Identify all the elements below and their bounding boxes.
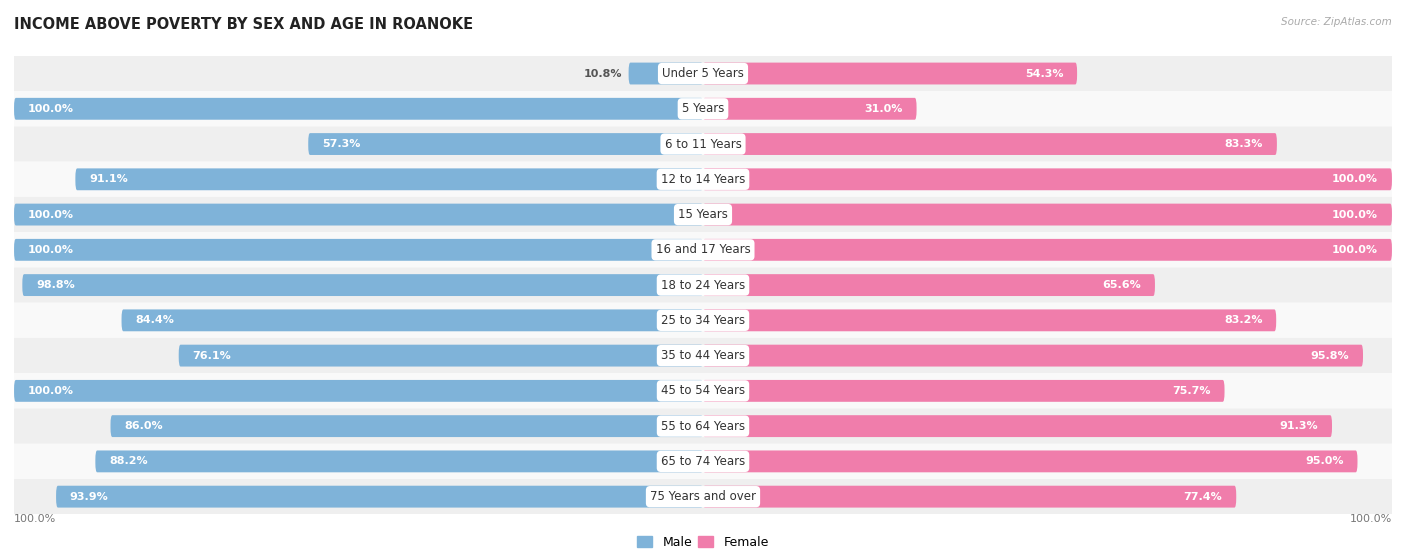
Text: 100.0%: 100.0%	[1331, 210, 1378, 220]
Text: 31.0%: 31.0%	[865, 104, 903, 114]
Text: 76.1%: 76.1%	[193, 350, 231, 361]
Text: Source: ZipAtlas.com: Source: ZipAtlas.com	[1281, 17, 1392, 27]
FancyBboxPatch shape	[703, 203, 1392, 225]
Text: 10.8%: 10.8%	[583, 69, 621, 78]
Text: 100.0%: 100.0%	[28, 245, 75, 255]
FancyBboxPatch shape	[14, 303, 1392, 338]
Text: 91.1%: 91.1%	[89, 174, 128, 184]
FancyBboxPatch shape	[703, 345, 1362, 367]
FancyBboxPatch shape	[14, 267, 1392, 303]
FancyBboxPatch shape	[121, 310, 703, 331]
Text: 88.2%: 88.2%	[110, 456, 148, 466]
Text: 15 Years: 15 Years	[678, 208, 728, 221]
FancyBboxPatch shape	[14, 479, 1392, 514]
FancyBboxPatch shape	[703, 415, 1331, 437]
FancyBboxPatch shape	[14, 91, 1392, 126]
FancyBboxPatch shape	[14, 126, 1392, 162]
Text: INCOME ABOVE POVERTY BY SEX AND AGE IN ROANOKE: INCOME ABOVE POVERTY BY SEX AND AGE IN R…	[14, 17, 474, 32]
Text: 84.4%: 84.4%	[135, 315, 174, 325]
FancyBboxPatch shape	[703, 63, 1077, 84]
Text: 45 to 54 Years: 45 to 54 Years	[661, 385, 745, 397]
Text: 6 to 11 Years: 6 to 11 Years	[665, 138, 741, 150]
Text: 100.0%: 100.0%	[1331, 245, 1378, 255]
FancyBboxPatch shape	[703, 98, 917, 120]
Text: 54.3%: 54.3%	[1025, 69, 1063, 78]
FancyBboxPatch shape	[14, 98, 703, 120]
FancyBboxPatch shape	[14, 409, 1392, 444]
FancyBboxPatch shape	[14, 203, 703, 225]
FancyBboxPatch shape	[14, 56, 1392, 91]
FancyBboxPatch shape	[14, 162, 1392, 197]
FancyBboxPatch shape	[14, 380, 703, 402]
Text: 95.8%: 95.8%	[1310, 350, 1350, 361]
FancyBboxPatch shape	[703, 310, 1277, 331]
FancyBboxPatch shape	[96, 451, 703, 472]
Text: 91.3%: 91.3%	[1279, 421, 1319, 431]
Text: 100.0%: 100.0%	[1331, 174, 1378, 184]
Text: 16 and 17 Years: 16 and 17 Years	[655, 243, 751, 257]
FancyBboxPatch shape	[703, 168, 1392, 190]
Text: 75.7%: 75.7%	[1173, 386, 1211, 396]
FancyBboxPatch shape	[76, 168, 703, 190]
FancyBboxPatch shape	[14, 239, 703, 260]
Legend: Male, Female: Male, Female	[633, 531, 773, 554]
FancyBboxPatch shape	[56, 486, 703, 508]
Text: 12 to 14 Years: 12 to 14 Years	[661, 173, 745, 186]
FancyBboxPatch shape	[308, 133, 703, 155]
FancyBboxPatch shape	[14, 373, 1392, 409]
Text: 83.2%: 83.2%	[1223, 315, 1263, 325]
FancyBboxPatch shape	[14, 444, 1392, 479]
FancyBboxPatch shape	[111, 415, 703, 437]
Text: 55 to 64 Years: 55 to 64 Years	[661, 420, 745, 433]
Text: 86.0%: 86.0%	[124, 421, 163, 431]
Text: 100.0%: 100.0%	[28, 386, 75, 396]
FancyBboxPatch shape	[14, 197, 1392, 232]
Text: 93.9%: 93.9%	[70, 492, 108, 501]
FancyBboxPatch shape	[703, 133, 1277, 155]
Text: 95.0%: 95.0%	[1305, 456, 1344, 466]
FancyBboxPatch shape	[628, 63, 703, 84]
Text: 100.0%: 100.0%	[28, 104, 75, 114]
Text: 25 to 34 Years: 25 to 34 Years	[661, 314, 745, 327]
Text: 100.0%: 100.0%	[28, 210, 75, 220]
FancyBboxPatch shape	[22, 274, 703, 296]
Text: Under 5 Years: Under 5 Years	[662, 67, 744, 80]
FancyBboxPatch shape	[14, 232, 1392, 267]
Text: 98.8%: 98.8%	[37, 280, 75, 290]
Text: 75 Years and over: 75 Years and over	[650, 490, 756, 503]
FancyBboxPatch shape	[703, 239, 1392, 260]
Text: 18 to 24 Years: 18 to 24 Years	[661, 278, 745, 292]
Text: 57.3%: 57.3%	[322, 139, 360, 149]
Text: 35 to 44 Years: 35 to 44 Years	[661, 349, 745, 362]
FancyBboxPatch shape	[703, 380, 1225, 402]
Text: 100.0%: 100.0%	[14, 514, 56, 524]
FancyBboxPatch shape	[703, 451, 1358, 472]
FancyBboxPatch shape	[179, 345, 703, 367]
Text: 65 to 74 Years: 65 to 74 Years	[661, 455, 745, 468]
Text: 65.6%: 65.6%	[1102, 280, 1142, 290]
Text: 83.3%: 83.3%	[1225, 139, 1263, 149]
Text: 77.4%: 77.4%	[1184, 492, 1222, 501]
FancyBboxPatch shape	[703, 274, 1154, 296]
Text: 5 Years: 5 Years	[682, 102, 724, 115]
FancyBboxPatch shape	[703, 486, 1236, 508]
Text: 100.0%: 100.0%	[1350, 514, 1392, 524]
FancyBboxPatch shape	[14, 338, 1392, 373]
